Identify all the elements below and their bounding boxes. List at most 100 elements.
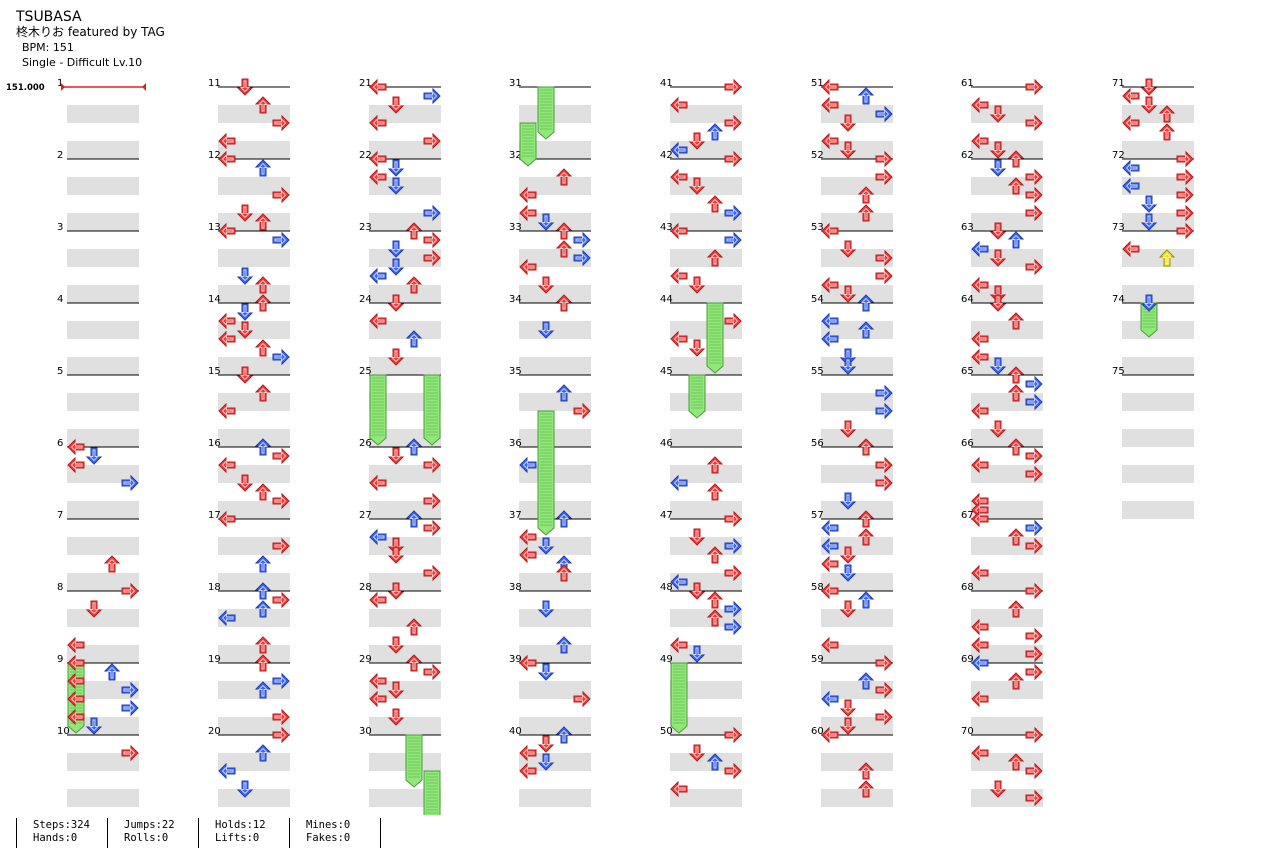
beat-shade [1122,501,1194,519]
up-arrow-icon [405,510,423,528]
right-arrow-icon [423,132,441,150]
hold-note [706,302,724,374]
measure-number: 61 [961,78,974,89]
right-arrow-icon [272,537,290,555]
beat-shade [971,429,1043,447]
measure-number: 32 [509,150,522,161]
right-arrow-icon [1176,186,1194,204]
down-arrow-icon [989,159,1007,177]
right-arrow-icon [875,105,893,123]
beat-shade [670,285,742,303]
left-arrow-icon [670,573,688,591]
right-arrow-icon [1025,537,1043,555]
right-arrow-icon [1176,204,1194,222]
right-arrow-icon [724,618,742,636]
chart-difficulty: Single - Difficult Lv.10 [22,56,143,69]
right-arrow-icon [1025,447,1043,465]
up-arrow-icon [857,294,875,312]
beat-shade [519,141,591,159]
beat-shade [821,285,893,303]
beat-shade [670,429,742,447]
right-arrow-icon [724,600,742,618]
left-arrow-icon [519,186,537,204]
measure-number: 25 [359,366,372,377]
right-arrow-icon [1025,627,1043,645]
right-arrow-icon [423,663,441,681]
right-arrow-icon [272,708,290,726]
down-arrow-icon [839,699,857,717]
up-arrow-icon [706,483,724,501]
left-arrow-icon [369,312,387,330]
step-notes [67,78,1194,807]
left-arrow-icon [218,150,236,168]
measure-number: 29 [359,654,372,665]
measure-number: 69 [961,654,974,665]
left-arrow-icon [821,555,839,573]
left-arrow-icon [519,762,537,780]
beat-shade [670,789,742,807]
song-title: TSUBASA [16,9,82,25]
measure-number: 66 [961,438,974,449]
left-arrow-icon [67,654,85,672]
beat-shade [971,465,1043,483]
down-arrow-icon [537,213,555,231]
measure-number: 23 [359,222,372,233]
left-arrow-icon [821,78,839,96]
left-arrow-icon [971,636,989,654]
measure-number: 40 [509,726,522,737]
down-arrow-icon [387,348,405,366]
down-arrow-icon [387,240,405,258]
measure-number: 53 [811,222,824,233]
beat-shade [821,609,893,627]
beat-shade [821,105,893,123]
left-arrow-icon [670,141,688,159]
beat-shade [971,501,1043,519]
up-arrow-icon [706,591,724,609]
right-arrow-icon [1025,519,1043,537]
measure-number: 63 [961,222,974,233]
up-arrow-icon [254,483,272,501]
measure-number: 26 [359,438,372,449]
measure-number: 70 [961,726,974,737]
beat-shade [67,285,139,303]
right-arrow-icon [121,699,139,717]
down-arrow-icon [688,528,706,546]
right-arrow-icon [423,249,441,267]
beat-shade [369,681,441,699]
measure-number: 65 [961,366,974,377]
beat-shade [67,177,139,195]
up-arrow-icon [857,321,875,339]
down-arrow-icon [236,204,254,222]
up-arrow-icon [254,600,272,618]
left-arrow-icon [971,564,989,582]
up-arrow-icon [254,555,272,573]
stat-jumps: Jumps:22 [124,819,175,831]
beat-shade [821,213,893,231]
hold-note [405,734,423,788]
beat-shade [369,609,441,627]
beat-shade [821,321,893,339]
beat-shade [971,573,1043,591]
measure-number: 16 [208,438,221,449]
right-arrow-icon [573,402,591,420]
beat-shade [218,501,290,519]
up-arrow-icon [555,168,573,186]
down-arrow-icon [839,546,857,564]
down-arrow-icon [688,582,706,600]
bpm-change-line [61,83,146,91]
down-arrow-icon [989,249,1007,267]
right-arrow-icon [423,492,441,510]
left-arrow-icon [971,348,989,366]
stats-jumps-rolls: Jumps:22 Rolls:0 [108,818,199,848]
down-arrow-icon [387,159,405,177]
left-arrow-icon [218,762,236,780]
beat-shade [670,537,742,555]
down-arrow-icon [839,717,857,735]
up-arrow-icon [555,294,573,312]
up-arrow-icon [706,123,724,141]
left-arrow-icon [971,654,989,672]
beat-shade [218,285,290,303]
measure-number: 46 [660,438,673,449]
beat-shade [971,393,1043,411]
up-arrow-icon [857,204,875,222]
